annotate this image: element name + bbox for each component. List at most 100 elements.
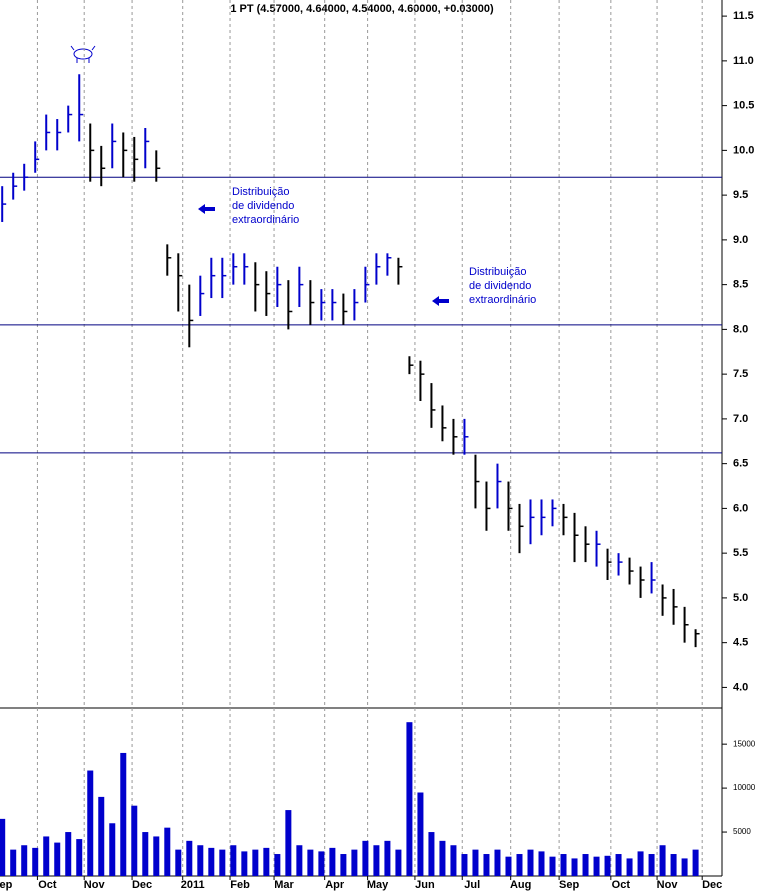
volume-bar	[175, 849, 182, 876]
volume-bar	[263, 847, 270, 876]
volume-bar	[538, 851, 545, 876]
volume-bar	[362, 840, 369, 876]
volume-bar	[472, 849, 479, 876]
volume-bar	[461, 854, 468, 876]
volume-bar	[0, 818, 6, 876]
y-tick-label: 6.0	[733, 502, 748, 514]
volume-bar	[109, 823, 116, 876]
x-tick-label: Sep	[559, 879, 579, 891]
volume-bar	[516, 854, 523, 876]
volume-bar	[54, 842, 61, 876]
y-tick-label: 6.5	[733, 458, 748, 470]
volume-bar	[153, 836, 160, 876]
volume-bar	[32, 847, 39, 876]
volume-bar	[670, 854, 677, 876]
volume-bar	[494, 849, 501, 876]
volume-bar	[648, 854, 655, 876]
volume-bar	[43, 836, 50, 876]
x-tick-label: Aug	[510, 879, 531, 891]
volume-bar	[483, 854, 490, 876]
volume-bar	[98, 796, 105, 876]
y-tick-label: 7.0	[733, 413, 748, 425]
volume-bar	[230, 845, 237, 876]
annotation: extraordinário	[232, 214, 299, 226]
x-tick-label: Sep	[0, 879, 13, 891]
annotation: extraordinário	[469, 294, 536, 306]
volume-bar	[439, 840, 446, 876]
volume-bar	[384, 840, 391, 876]
volume-bar	[10, 849, 17, 876]
x-tick-label: Oct	[612, 879, 631, 891]
volume-bar	[131, 805, 138, 876]
volume-bar	[571, 858, 578, 876]
volume-bar	[307, 849, 314, 876]
volume-bar	[87, 770, 94, 876]
annotation: de dividendo	[232, 200, 294, 212]
x-tick-label: Feb	[230, 879, 250, 891]
y-tick-label: 5.5	[733, 547, 748, 559]
y-tick-label: 11.5	[733, 10, 754, 22]
y-tick-label: 7.5	[733, 368, 748, 380]
volume-bar	[692, 849, 699, 876]
volume-bar	[450, 845, 457, 876]
x-tick-label: Dec	[132, 879, 152, 891]
volume-bar	[186, 840, 193, 876]
volume-bar	[208, 847, 215, 876]
chart-title: 1 PT (4.57000, 4.64000, 4.54000, 4.60000…	[230, 3, 494, 15]
volume-bar	[142, 832, 149, 876]
volume-bar	[560, 854, 567, 876]
volume-bar	[626, 858, 633, 876]
volume-bar	[395, 849, 402, 876]
y-tick-label: 4.5	[733, 637, 748, 649]
x-tick-label: 2011	[181, 879, 205, 891]
y-tick-label: 9.5	[733, 189, 748, 201]
volume-bar	[296, 845, 303, 876]
volume-bar	[120, 752, 127, 876]
volume-bar	[241, 851, 248, 876]
volume-bar	[329, 847, 336, 876]
volume-bar	[65, 832, 72, 876]
volume-bar	[505, 856, 512, 876]
volume-bar	[219, 849, 226, 876]
x-tick-label: Oct	[38, 879, 57, 891]
x-tick-label: Nov	[84, 879, 106, 891]
volume-bar	[615, 854, 622, 876]
x-tick-label: Nov	[657, 879, 679, 891]
volume-bar	[76, 839, 83, 876]
volume-bar	[681, 858, 688, 876]
volume-bar	[659, 845, 666, 876]
x-tick-label: May	[367, 879, 389, 891]
annotation: de dividendo	[469, 280, 531, 292]
volume-bar	[318, 851, 325, 876]
y-tick-label: 15000	[733, 739, 756, 748]
volume-bar	[21, 845, 28, 876]
y-tick-label: 10000	[733, 783, 756, 792]
annotation: Distribuição	[469, 266, 526, 278]
x-tick-label: Apr	[325, 879, 345, 891]
annotation: Distribuição	[232, 186, 289, 198]
volume-bar	[373, 845, 380, 876]
volume-bar	[637, 851, 644, 876]
annotation-arrow	[432, 296, 449, 306]
x-tick-label: Jul	[464, 879, 480, 891]
y-tick-label: 5.0	[733, 592, 748, 604]
volume-bar	[351, 849, 358, 876]
y-tick-label: 10.0	[733, 144, 754, 156]
y-tick-label: 8.5	[733, 279, 748, 291]
volume-bar	[197, 845, 204, 876]
volume-bar	[417, 792, 424, 876]
volume-bar	[428, 832, 435, 876]
volume-bar	[527, 849, 534, 876]
volume-bar	[582, 854, 589, 876]
y-tick-label: 8.0	[733, 323, 748, 335]
y-tick-label: 11.0	[733, 55, 754, 67]
volume-bar	[164, 827, 171, 876]
volume-bar	[549, 856, 556, 876]
volume-bar	[252, 849, 259, 876]
volume-bar	[340, 854, 347, 876]
volume-bar	[593, 856, 600, 876]
x-tick-label: Jun	[415, 879, 435, 891]
x-tick-label: Dec	[702, 879, 722, 891]
